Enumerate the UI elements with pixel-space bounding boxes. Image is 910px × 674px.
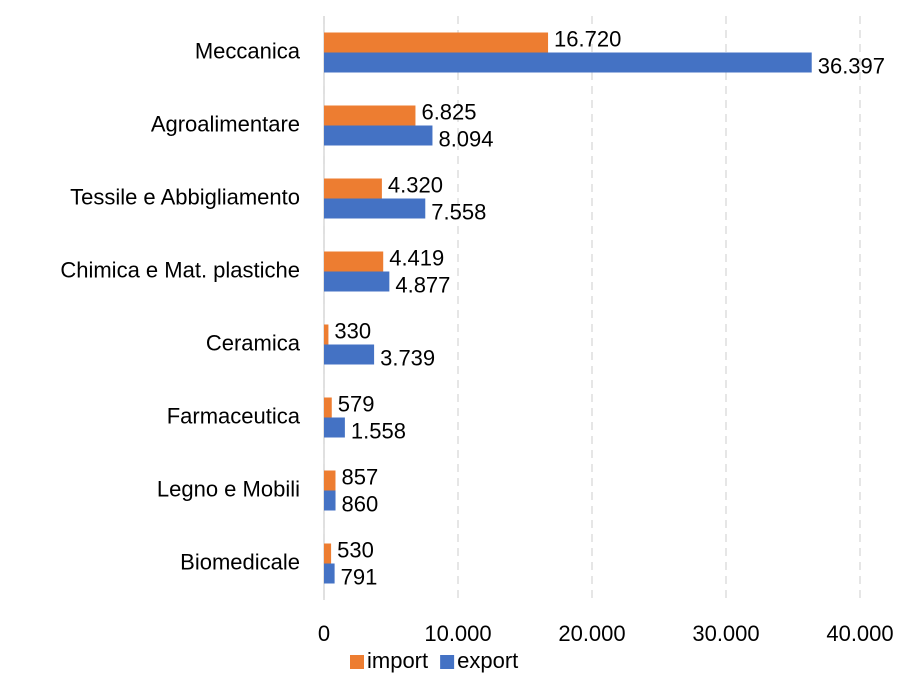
- bar: [324, 125, 433, 146]
- bar: [324, 178, 382, 199]
- data-label: 330: [334, 318, 371, 343]
- x-tick-label: 20.000: [558, 621, 625, 646]
- bar: [324, 344, 375, 365]
- x-tick-label: 0: [318, 621, 330, 646]
- legend-label: export: [457, 648, 518, 673]
- bar: [324, 490, 336, 511]
- data-label: 8.094: [438, 126, 493, 151]
- y-tick-label: Legno e Mobili: [157, 476, 300, 501]
- y-tick-label: Biomedicale: [180, 549, 300, 574]
- legend-label: import: [367, 648, 428, 673]
- bar: [324, 271, 390, 292]
- x-tick-label: 10.000: [424, 621, 491, 646]
- bar: [324, 563, 335, 584]
- data-label: 4.877: [395, 272, 450, 297]
- data-label: 857: [341, 464, 378, 489]
- data-label: 36.397: [818, 53, 885, 78]
- data-label: 7.558: [431, 199, 486, 224]
- data-label: 4.320: [388, 172, 443, 197]
- x-tick-label: 40.000: [826, 621, 893, 646]
- data-label: 791: [341, 564, 378, 589]
- bar: [324, 543, 332, 564]
- bar: [324, 198, 426, 219]
- data-label: 579: [338, 391, 375, 416]
- y-tick-label: Ceramica: [206, 330, 301, 355]
- bar: [324, 470, 336, 491]
- y-tick-label: Tessile e Abbigliamento: [70, 184, 300, 209]
- legend-swatch: [440, 655, 455, 669]
- y-tick-label: Chimica e Mat. plastiche: [60, 257, 300, 282]
- data-label: 6.825: [421, 99, 476, 124]
- data-label: 530: [337, 537, 374, 562]
- bar: [324, 397, 332, 418]
- y-tick-label: Meccanica: [195, 38, 301, 63]
- data-label: 3.739: [380, 345, 435, 370]
- bar: [324, 417, 345, 438]
- bar: [324, 52, 812, 73]
- data-label: 1.558: [351, 418, 406, 443]
- data-label: 16.720: [554, 26, 621, 51]
- data-label: 860: [342, 491, 379, 516]
- bar: [324, 324, 329, 345]
- bar: [324, 32, 549, 53]
- bar: [324, 251, 384, 272]
- legend-swatch: [350, 655, 364, 669]
- y-tick-label: Farmaceutica: [167, 403, 301, 428]
- data-label: 4.419: [389, 245, 444, 270]
- y-tick-label: Agroalimentare: [151, 111, 300, 136]
- x-tick-label: 30.000: [692, 621, 759, 646]
- bar: [324, 105, 416, 126]
